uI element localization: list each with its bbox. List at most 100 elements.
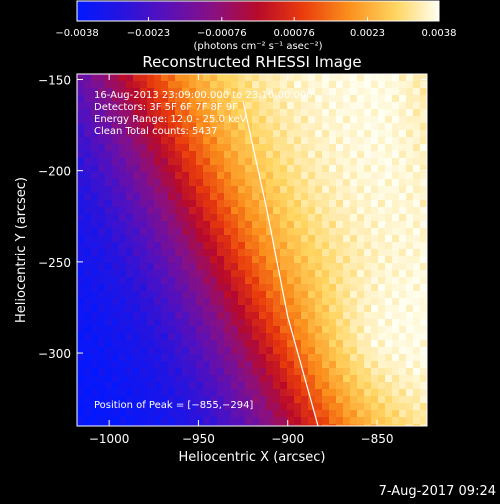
- heatmap-cell: [399, 375, 407, 383]
- heatmap-cell: [175, 263, 183, 271]
- heatmap-cell: [350, 81, 358, 89]
- heatmap-cell: [420, 263, 427, 271]
- heatmap-cell: [91, 354, 99, 362]
- heatmap-cell: [98, 172, 106, 180]
- heatmap-cell: [147, 95, 155, 103]
- heatmap-cell: [280, 417, 288, 425]
- heatmap-cell: [385, 333, 393, 341]
- heatmap-cell: [84, 305, 92, 313]
- heatmap-cell: [154, 193, 162, 201]
- annotation-peak-position: Position of Peak = [−855,−294]: [94, 400, 253, 411]
- heatmap-cell: [147, 74, 155, 82]
- heatmap-cell: [161, 228, 169, 236]
- heatmap-cell: [266, 403, 274, 411]
- heatmap-cell: [420, 186, 427, 194]
- heatmap-cell: [406, 340, 414, 348]
- heatmap-cell: [287, 242, 295, 250]
- heatmap-cell: [266, 88, 274, 96]
- heatmap-cell: [378, 291, 386, 299]
- heatmap-cell: [77, 263, 85, 271]
- heatmap-cell: [322, 256, 330, 264]
- heatmap-cell: [133, 410, 141, 418]
- heatmap-cell: [266, 410, 274, 418]
- heatmap-cell: [280, 382, 288, 390]
- heatmap-cell: [322, 102, 330, 110]
- heatmap-cell: [322, 137, 330, 145]
- heatmap-cell: [182, 116, 190, 124]
- annotation-energy-range: Energy Range: 12.0 - 25.0 keV: [94, 114, 247, 125]
- heatmap-cell: [280, 193, 288, 201]
- heatmap-cell: [224, 263, 232, 271]
- heatmap-cell: [245, 410, 253, 418]
- heatmap-cell: [420, 137, 427, 145]
- heatmap-cell: [336, 368, 344, 376]
- heatmap-cell: [210, 389, 218, 397]
- heatmap-cell: [413, 95, 421, 103]
- heatmap-cell: [357, 319, 365, 327]
- heatmap-cell: [196, 333, 204, 341]
- heatmap-cell: [238, 109, 246, 117]
- heatmap-cell: [343, 74, 351, 82]
- heatmap-cell: [364, 424, 372, 426]
- heatmap-cell: [371, 263, 379, 271]
- heatmap-cell: [364, 284, 372, 292]
- heatmap-cell: [315, 123, 323, 131]
- heatmap-cell: [126, 102, 134, 110]
- heatmap-cell: [308, 116, 316, 124]
- heatmap-cell: [175, 221, 183, 229]
- heatmap-cell: [133, 221, 141, 229]
- heatmap-cell: [161, 277, 169, 285]
- heatmap-cell: [77, 151, 85, 159]
- heatmap-cell: [168, 214, 176, 222]
- heatmap-cell: [91, 165, 99, 173]
- heatmap-cell: [210, 151, 218, 159]
- heatmap-cell: [210, 333, 218, 341]
- heatmap-cell: [413, 333, 421, 341]
- heatmap-cell: [308, 151, 316, 159]
- heatmap-cell: [301, 256, 309, 264]
- heatmap-cell: [350, 123, 358, 131]
- heatmap-cell: [350, 361, 358, 369]
- heatmap-cell: [350, 116, 358, 124]
- heatmap-cell: [133, 228, 141, 236]
- heatmap-cell: [371, 249, 379, 257]
- heatmap-cell: [105, 186, 113, 194]
- heatmap-cell: [273, 74, 281, 82]
- heatmap-cell: [357, 214, 365, 222]
- heatmap-cell: [308, 354, 316, 362]
- heatmap-cell: [322, 249, 330, 257]
- heatmap-cell: [189, 186, 197, 194]
- heatmap-cell: [329, 200, 337, 208]
- heatmap-cell: [350, 179, 358, 187]
- heatmap-cell: [224, 319, 232, 327]
- heatmap-cell: [371, 95, 379, 103]
- heatmap-cell: [147, 144, 155, 152]
- heatmap-cell: [252, 151, 260, 159]
- heatmap-cell: [252, 277, 260, 285]
- heatmap-cell: [266, 263, 274, 271]
- heatmap-cell: [119, 326, 127, 334]
- heatmap-cell: [406, 396, 414, 404]
- heatmap-cell: [406, 403, 414, 411]
- heatmap-cell: [77, 172, 85, 180]
- heatmap-cell: [154, 410, 162, 418]
- heatmap-cell: [399, 312, 407, 320]
- heatmap-cell: [238, 172, 246, 180]
- x-tick-label: −1000: [89, 432, 130, 446]
- heatmap-cell: [343, 130, 351, 138]
- heatmap-cell: [231, 137, 239, 145]
- heatmap-cell: [392, 382, 400, 390]
- heatmap-cell: [203, 200, 211, 208]
- heatmap-cell: [161, 193, 169, 201]
- heatmap-cell: [343, 186, 351, 194]
- heatmap-cell: [399, 396, 407, 404]
- heatmap-cell: [392, 277, 400, 285]
- heatmap-cell: [168, 151, 176, 159]
- heatmap-cell: [294, 270, 302, 278]
- heatmap-cell: [301, 109, 309, 117]
- heatmap-cell: [84, 95, 92, 103]
- heatmap-cell: [224, 277, 232, 285]
- heatmap-cell: [133, 424, 141, 426]
- heatmap-cell: [105, 354, 113, 362]
